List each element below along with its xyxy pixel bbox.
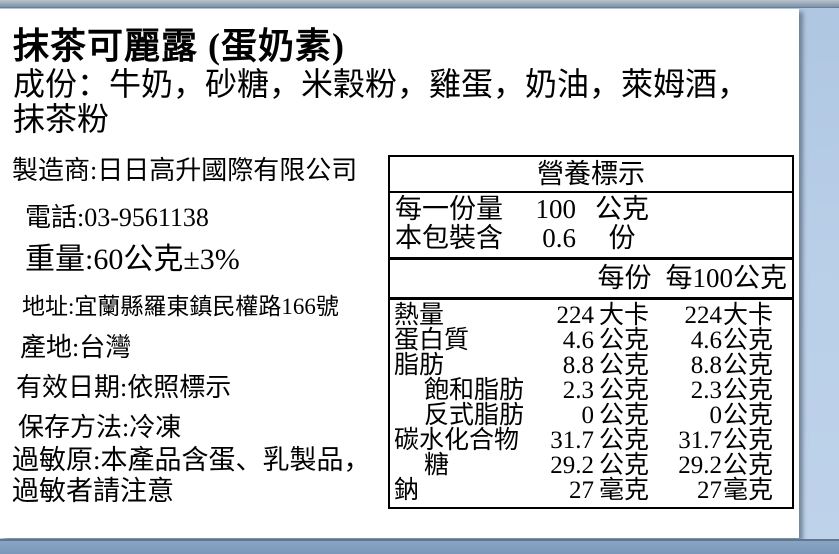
info-line-expiry: 有效日期:依照標示	[16, 373, 232, 402]
manufacturer-info: 製造商:日日高升國際有限公司 電話:03-9561138 重量:60公克±3% …	[12, 156, 388, 507]
ingredients-text: 成份：牛奶，砂糖，米穀粉，雞蛋，奶油，萊姆酒，抹茶粉	[13, 66, 750, 137]
serving-size-label: 每一份量	[395, 194, 503, 224]
serving-size-unit: 公克	[595, 194, 649, 224]
nutrition-row: 鈉 27 毫克 27 毫克	[394, 477, 774, 504]
serving-size-row: 每一份量 100 公克	[390, 195, 792, 224]
window-top-bar	[0, 0, 839, 8]
package-servings-label: 本包裝含	[395, 223, 503, 253]
column-per-serving: 每份	[597, 263, 652, 293]
info-line-address: 地址:宜蘭縣羅東鎮民權路166號	[22, 294, 339, 319]
product-title: 抹茶可麗露 (蛋奶素)	[13, 26, 345, 66]
info-line-storage: 保存方法:冷凍	[18, 413, 182, 442]
nutrition-table-title: 營養標示	[390, 157, 792, 193]
nutrition-row: 糖 29.2 公克 29.2 公克	[424, 452, 774, 479]
nutrition-row: 碳水化合物 31.7 公克 31.7 公克	[394, 427, 774, 454]
nutrition-row: 熱量 224 大卡 224 大卡	[394, 302, 774, 329]
column-per-100g: 每100公克	[665, 263, 788, 293]
nutrition-row: 飽和脂肪 2.3 公克 2.3 公克	[424, 377, 774, 404]
window-bottom-bar	[0, 539, 839, 554]
package-servings-unit: 份	[608, 223, 636, 253]
info-line-allergen: 過敏原:本產品含蛋、乳製品，過敏者請注意	[12, 445, 371, 506]
nutrition-row: 蛋白質 4.6 公克 4.6 公克	[394, 327, 774, 354]
info-line-phone: 電話:03-9561138	[25, 203, 209, 232]
info-line-origin: 產地:台灣	[20, 333, 132, 362]
package-servings-row: 本包裝含 0.6 份	[390, 224, 792, 253]
nutrition-table: 營養標示 每一份量 100 公克 本包裝含 0.6 份 每份 每100公克 熱量	[388, 155, 794, 509]
package-servings-value: 0.6	[542, 223, 576, 253]
serving-section: 每一份量 100 公克 本包裝含 0.6 份	[390, 193, 792, 260]
nutrition-row: 脂肪 8.8 公克 8.8 公克	[394, 352, 774, 379]
column-header-row: 每份 每100公克	[390, 260, 792, 300]
nutrition-row: 反式脂肪 0 公克 0 公克	[424, 402, 774, 429]
info-line-manufacturer: 製造商:日日高升國際有限公司	[12, 156, 358, 185]
food-label-page: 抹茶可麗露 (蛋奶素) 成份：牛奶，砂糖，米穀粉，雞蛋，奶油，萊姆酒，抹茶粉 製…	[0, 9, 799, 538]
info-line-weight: 重量:60公克±3%	[25, 243, 240, 276]
serving-size-value: 100	[535, 194, 577, 224]
nutrient-rows: 熱量 224 大卡 224 大卡 蛋白質 4.6 公克 4.6 公克 脂肪 8.	[390, 300, 792, 507]
